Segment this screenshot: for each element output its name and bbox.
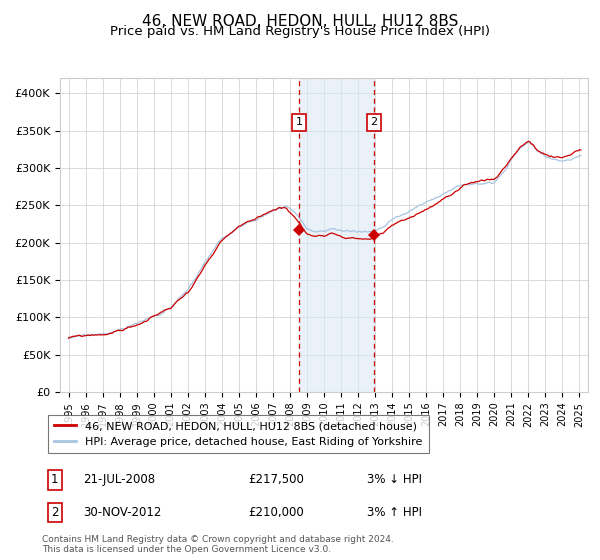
Text: 46, NEW ROAD, HEDON, HULL, HU12 8BS: 46, NEW ROAD, HEDON, HULL, HU12 8BS bbox=[142, 14, 458, 29]
Text: £217,500: £217,500 bbox=[248, 473, 304, 487]
Bar bbox=[299, 78, 374, 392]
Text: 3% ↓ HPI: 3% ↓ HPI bbox=[367, 473, 422, 487]
Text: 1: 1 bbox=[51, 473, 59, 487]
Text: Contains HM Land Registry data © Crown copyright and database right 2024.
This d: Contains HM Land Registry data © Crown c… bbox=[42, 535, 394, 554]
Legend: 46, NEW ROAD, HEDON, HULL, HU12 8BS (detached house), HPI: Average price, detach: 46, NEW ROAD, HEDON, HULL, HU12 8BS (det… bbox=[47, 414, 430, 454]
Text: 3% ↑ HPI: 3% ↑ HPI bbox=[367, 506, 422, 519]
Text: 1: 1 bbox=[296, 117, 302, 127]
Text: £210,000: £210,000 bbox=[248, 506, 304, 519]
Text: 21-JUL-2008: 21-JUL-2008 bbox=[83, 473, 155, 487]
Text: 30-NOV-2012: 30-NOV-2012 bbox=[83, 506, 161, 519]
Text: 2: 2 bbox=[370, 117, 377, 127]
Text: Price paid vs. HM Land Registry's House Price Index (HPI): Price paid vs. HM Land Registry's House … bbox=[110, 25, 490, 38]
Text: 2: 2 bbox=[51, 506, 59, 519]
